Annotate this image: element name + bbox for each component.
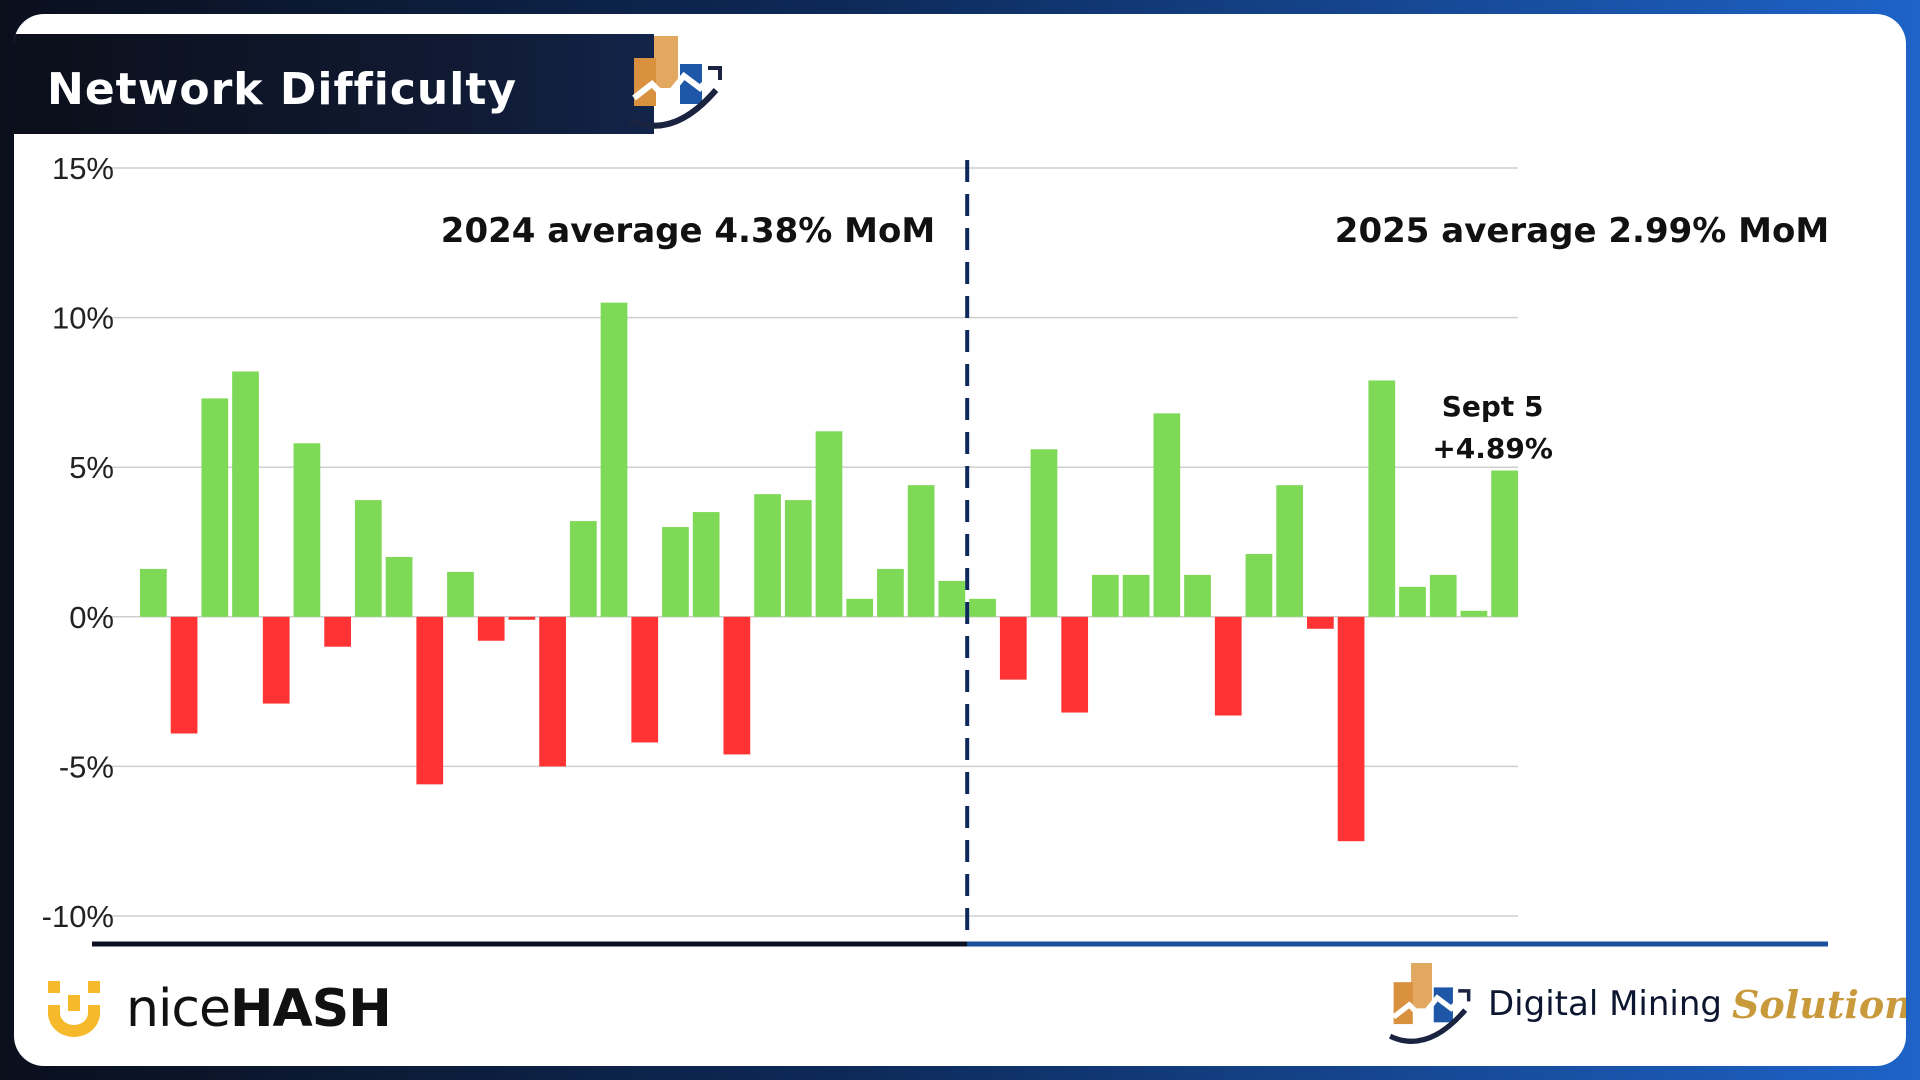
nicehash-wordmark-bold: HASH (230, 979, 392, 1039)
bar (631, 616, 659, 743)
bar (1122, 574, 1150, 617)
bar (723, 616, 751, 755)
bar (754, 494, 781, 617)
nicehash-logo: nice HASH (44, 979, 392, 1039)
bar (140, 568, 167, 617)
chart-card: 15% 10% 5% 0% -5% -10% 2024 average 4.38% MoM… (14, 14, 1906, 1066)
bar (416, 616, 444, 785)
bar (600, 302, 628, 617)
bar (1061, 616, 1089, 713)
bar (539, 616, 566, 767)
bar (999, 616, 1027, 680)
dms-name: Digital Mining (1488, 984, 1722, 1024)
bar (1030, 449, 1058, 617)
bar (1184, 574, 1211, 617)
dms-solutions: Solutions (1731, 981, 1906, 1027)
annotation-last-date: Sept 5 (1442, 390, 1544, 423)
bar (477, 616, 505, 641)
bar (815, 431, 843, 617)
bar (232, 371, 259, 617)
y-tick-label: 5% (69, 450, 114, 485)
y-tick-label: 0% (69, 600, 114, 635)
bar (1214, 616, 1242, 716)
annotation-avg-2024: 2024 average 4.38% MoM (441, 211, 935, 251)
bar (969, 598, 996, 617)
y-tick-label: 10% (52, 301, 114, 336)
nicehash-wordmark-light: nice (126, 979, 231, 1039)
bar (569, 521, 597, 617)
bars (140, 302, 1518, 842)
nicehash-logo-icon (48, 981, 100, 1037)
bar (1276, 485, 1304, 617)
bar (877, 568, 904, 617)
bar (938, 580, 966, 617)
y-tick-label: -5% (59, 749, 114, 784)
bar (293, 443, 321, 617)
bar (1337, 616, 1365, 842)
bar (354, 500, 382, 617)
bar (508, 616, 536, 620)
bar (447, 571, 474, 617)
bar (662, 527, 689, 617)
page-title: Network Difficulty (47, 64, 518, 115)
y-tick-labels: 15% 10% 5% 0% -5% -10% (42, 151, 114, 934)
bar (1460, 610, 1488, 617)
dms-logo-icon (628, 36, 722, 129)
dms-footer-logo-icon (1389, 962, 1471, 1044)
bar (1429, 574, 1457, 617)
bar (201, 398, 229, 617)
annotation-last-value: +4.89% (1432, 432, 1553, 465)
y-tick-label: 15% (52, 151, 114, 186)
bar (262, 616, 290, 704)
annotation-avg-2025: 2025 average 2.99% MoM (1335, 211, 1829, 251)
bar (324, 616, 351, 647)
y-tick-label: -10% (42, 899, 114, 934)
bar (1491, 470, 1518, 617)
bar (1368, 380, 1396, 617)
bar (846, 598, 874, 617)
bar (784, 500, 812, 617)
bar (1245, 553, 1273, 617)
title-bar: Network Difficulty (14, 34, 654, 134)
bar (1307, 616, 1334, 629)
bar (1399, 586, 1426, 617)
bar (385, 556, 413, 617)
bar (170, 616, 198, 734)
bar (1153, 413, 1181, 617)
bar (692, 512, 720, 617)
digital-mining-solutions-logo: Digital Mining Solutions (1384, 956, 1906, 1052)
bar (1092, 574, 1119, 617)
bar (907, 485, 935, 617)
difficulty-chart: 15% 10% 5% 0% -5% -10% 2024 average 4.38% MoM… (42, 151, 1829, 947)
